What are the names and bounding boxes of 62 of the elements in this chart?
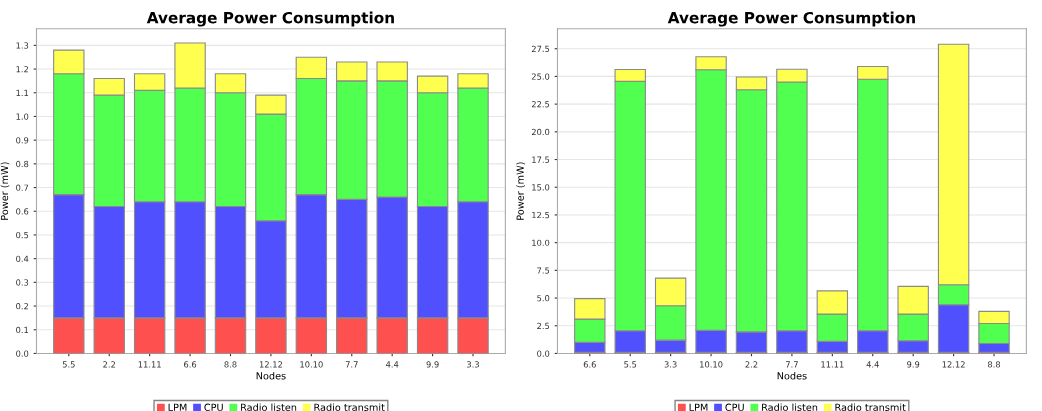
- y-tick-label: 5.0: [537, 295, 550, 302]
- legend-label: Radio listen: [762, 403, 818, 411]
- y-tick-label: 0.5: [16, 231, 29, 239]
- x-tick-label: 10.10: [700, 361, 723, 368]
- x-tick-label: 2.2: [745, 361, 758, 368]
- x-tick-label: 10.10: [300, 361, 323, 368]
- y-tick-label: 0.8: [16, 160, 29, 168]
- x-tick-label: 11.11: [821, 361, 844, 368]
- x-tick-label: 5.5: [624, 361, 637, 368]
- y-tick-label: 25.0: [531, 73, 550, 80]
- y-tick-label: 17.5: [532, 156, 550, 163]
- x-tick-label: 6.6: [184, 361, 197, 368]
- x-tick-label: 9.9: [907, 361, 920, 368]
- x-tick-label: 3.3: [467, 361, 479, 368]
- y-tick-label: 27.5: [531, 45, 550, 52]
- y-tick-label: 0.0: [537, 350, 550, 357]
- x-tick-label: 3.3: [664, 361, 677, 368]
- y-tick-label: 0.7: [16, 184, 29, 191]
- x-tick-label: 12.12: [942, 361, 965, 368]
- legend-label: LPM: [168, 403, 187, 411]
- x-tick-label: 9.9: [426, 361, 439, 368]
- y-tick-label: 2.5: [537, 322, 550, 330]
- y-tick-label: 15.0: [532, 184, 550, 191]
- y-tick-label: 10.0: [532, 239, 550, 246]
- x-axis-title: Nodes: [256, 371, 286, 380]
- y-tick-label: 1.2: [16, 66, 28, 73]
- legend-label: LPM: [689, 403, 708, 411]
- chart-title: Average Power Consumption: [146, 11, 394, 27]
- legend-label: Radio transmit: [835, 403, 906, 411]
- y-tick-label: 0.2: [16, 303, 28, 310]
- x-axis-title: Nodes: [777, 371, 807, 380]
- x-tick-label: 11.11: [138, 361, 161, 368]
- x-tick-label: 7.7: [345, 361, 358, 368]
- x-tick-label: 7.7: [785, 361, 798, 368]
- y-tick-label: 0.3: [16, 279, 29, 286]
- x-tick-label: 5.5: [62, 361, 75, 368]
- y-tick-label: 0.9: [16, 137, 29, 144]
- x-tick-label: 4.4: [866, 361, 879, 368]
- y-tick-label: 1.3: [16, 42, 29, 49]
- x-tick-label: 8.8: [987, 361, 1001, 368]
- x-tick-label: 12.12: [259, 361, 283, 368]
- legend-label: CPU: [204, 403, 223, 411]
- y-tick-label: 22.5: [531, 101, 550, 108]
- x-tick-label: 2.2: [103, 361, 116, 368]
- y-tick-label: 7.5: [537, 267, 550, 274]
- y-tick-label: 20.0: [531, 128, 550, 136]
- x-tick-label: 6.6: [583, 361, 596, 368]
- legend-label: CPU: [725, 403, 744, 411]
- x-tick-label: 4.4: [385, 361, 399, 368]
- y-tick-label: 1.1: [16, 89, 29, 96]
- y-axis-title: Power (mW): [516, 162, 525, 220]
- y-tick-label: 0.1: [16, 326, 29, 334]
- chart-title: Average Power Consumption: [667, 11, 915, 27]
- y-tick-label: 0.0: [16, 350, 29, 357]
- x-tick-label: 8.8: [224, 361, 237, 368]
- legend-label: Radio listen: [241, 403, 297, 411]
- legend-label: Radio transmit: [314, 403, 385, 411]
- y-tick-label: 12.5: [532, 211, 550, 219]
- y-axis-title: Power (mW): [0, 162, 10, 220]
- y-tick-label: 1.0: [16, 113, 29, 120]
- y-tick-label: 0.4: [16, 255, 29, 262]
- y-tick-label: 0.6: [16, 208, 29, 215]
